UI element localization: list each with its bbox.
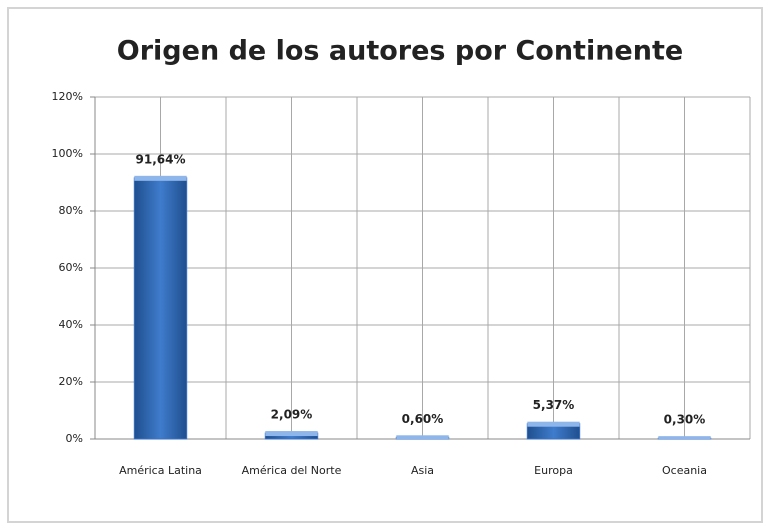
data-label: 5,37% (533, 398, 575, 412)
data-label: 0,30% (664, 413, 706, 427)
x-tick-label: Europa (534, 464, 573, 477)
x-tick-label: América Latina (119, 464, 202, 477)
bar-cap (658, 436, 711, 439)
y-tick-label: 120% (52, 90, 83, 103)
chart-frame (7, 7, 763, 523)
y-tick-label: 40% (59, 318, 83, 331)
y-tick-label: 60% (59, 261, 83, 274)
bar-cap (396, 435, 449, 439)
bar-cap (134, 175, 187, 181)
data-label: 91,64% (136, 152, 186, 166)
bar-cap (265, 431, 318, 437)
x-tick-label: América del Norte (242, 464, 342, 477)
data-label: 2,09% (271, 408, 313, 422)
y-tick-label: 80% (59, 204, 83, 217)
y-tick-label: 100% (52, 147, 83, 160)
x-tick-label: Oceania (662, 464, 707, 477)
bar (133, 177, 188, 440)
x-tick-label: Asia (411, 464, 434, 477)
chart-title: Origen de los autores por Continente (117, 36, 683, 67)
y-tick-label: 0% (66, 432, 83, 445)
data-label: 0,60% (402, 412, 444, 426)
bar-cap (527, 421, 580, 427)
y-tick-label: 20% (59, 375, 83, 388)
